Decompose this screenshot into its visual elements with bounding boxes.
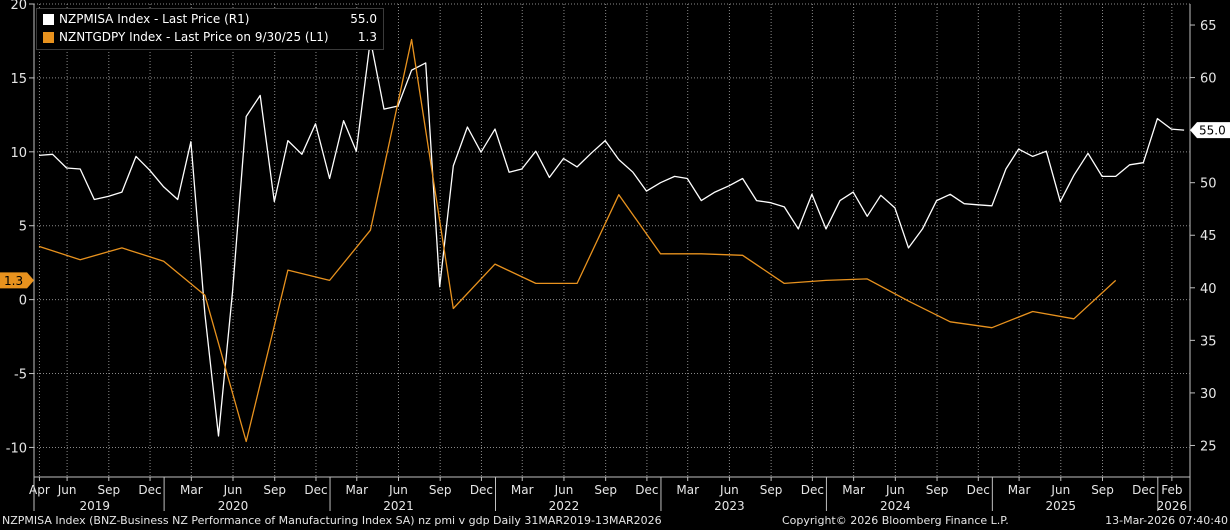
footer: NZPMISA Index (BNZ-Business NZ Performan… <box>0 513 1230 530</box>
legend-label-pmi: NZPMISA Index - Last Price (R1) <box>59 12 250 26</box>
x-tick-label: Sep <box>1091 483 1114 497</box>
footer-description: NZPMISA Index (BNZ-Business NZ Performan… <box>2 514 662 527</box>
x-year-label: 2024 <box>880 499 911 513</box>
x-tick-label: Mar <box>511 483 534 497</box>
right-tick-label: 50 <box>1200 177 1217 192</box>
x-tick-label: Sep <box>594 483 617 497</box>
x-tick-label: Dec <box>635 483 658 497</box>
x-tick-label: Sep <box>97 483 120 497</box>
x-tick-label: Dec <box>138 483 161 497</box>
grid-lines <box>33 3 1191 511</box>
legend-entry-gdp: NZNTGDPY Index - Last Price on 9/30/25 (… <box>43 30 377 46</box>
x-tick-label: Feb <box>1161 483 1182 497</box>
badge-pmi <box>1190 122 1230 139</box>
right-tick-label: 45 <box>1200 229 1217 244</box>
x-year-label: 2019 <box>79 499 110 513</box>
x-tick-label: Dec <box>470 483 493 497</box>
x-year-label: 2021 <box>383 499 414 513</box>
x-tick-label: Mar <box>345 483 368 497</box>
legend-value-pmi: 55.0 <box>350 12 377 26</box>
x-tick-label: Dec <box>1132 483 1155 497</box>
x-tick-label: Dec <box>967 483 990 497</box>
legend-label-gdp: NZNTGDPY Index - Last Price on 9/30/25 (… <box>59 30 329 44</box>
x-tick-label: Jun <box>388 483 408 497</box>
x-tick-label: Sep <box>760 483 783 497</box>
left-tick-label: 0 <box>19 294 27 309</box>
x-tick-label: Dec <box>304 483 327 497</box>
footer-copyright: Copyright© 2026 Bloomberg Finance L.P. <box>782 514 1009 527</box>
x-year-label: 2023 <box>714 499 745 513</box>
right-tick-label: 65 <box>1200 19 1217 34</box>
badge-gdp-label: 1.3 <box>4 274 23 288</box>
x-tick-label: Mar <box>1008 483 1031 497</box>
x-year-label: 2020 <box>218 499 249 513</box>
x-axis: Apr Jun Sep Dec Mar Jun Sep Dec Mar Jun Sep Dec Mar J… <box>29 477 1187 513</box>
badge-pmi-label: 55.0 <box>1199 124 1226 138</box>
x-tick-label: Jun <box>554 483 574 497</box>
x-tick-label: Dec <box>801 483 824 497</box>
series-lines <box>38 38 1185 443</box>
last-value-badges: 55.0 1.3 <box>0 122 1230 289</box>
legend-entry-pmi: NZPMISA Index - Last Price (R1) 55.0 <box>43 12 377 28</box>
right-tick-label: 35 <box>1200 334 1217 349</box>
series-line-gdp <box>38 38 1117 443</box>
right-tick-label: 25 <box>1200 439 1217 454</box>
left-axis: -10 -5 0 5 10 15 20 <box>6 0 34 456</box>
right-axis: 253035404550556065 <box>1190 19 1217 454</box>
x-tick-label: Apr <box>29 483 50 497</box>
x-tick-label: Jun <box>885 483 905 497</box>
left-tick-label: 20 <box>10 0 27 13</box>
left-tick-label: -5 <box>14 368 27 383</box>
footer-timestamp: 13-Mar-2026 07:40:40 <box>1105 514 1228 527</box>
x-tick-label: Sep <box>926 483 949 497</box>
x-tick-label: Mar <box>180 483 203 497</box>
badge-gdp <box>0 272 34 289</box>
x-tick-label: Jun <box>1050 483 1070 497</box>
right-tick-label: 30 <box>1200 387 1217 402</box>
left-tick-label: 10 <box>10 146 27 161</box>
x-tick-label: Jun <box>719 483 739 497</box>
legend: NZPMISA Index - Last Price (R1) 55.0 NZN… <box>36 8 384 50</box>
x-tick-label: Mar <box>676 483 699 497</box>
legend-value-gdp: 1.3 <box>357 30 377 44</box>
x-year-label: 2026 <box>1157 499 1188 513</box>
legend-swatch-pmi <box>43 14 54 25</box>
right-tick-label: 40 <box>1200 282 1217 297</box>
x-tick-label: Jun <box>57 483 77 497</box>
x-tick-label: Mar <box>842 483 865 497</box>
left-tick-label: 15 <box>10 72 27 87</box>
legend-swatch-gdp <box>43 32 54 43</box>
x-tick-label: Sep <box>429 483 452 497</box>
left-tick-label: 5 <box>19 220 27 235</box>
left-tick-label: -10 <box>6 441 27 456</box>
series-line-pmi <box>38 39 1185 437</box>
x-year-label: 2025 <box>1046 499 1077 513</box>
x-year-label: 2022 <box>549 499 580 513</box>
x-tick-label: Sep <box>263 483 286 497</box>
right-tick-label: 60 <box>1200 72 1217 87</box>
x-tick-label: Jun <box>223 483 243 497</box>
